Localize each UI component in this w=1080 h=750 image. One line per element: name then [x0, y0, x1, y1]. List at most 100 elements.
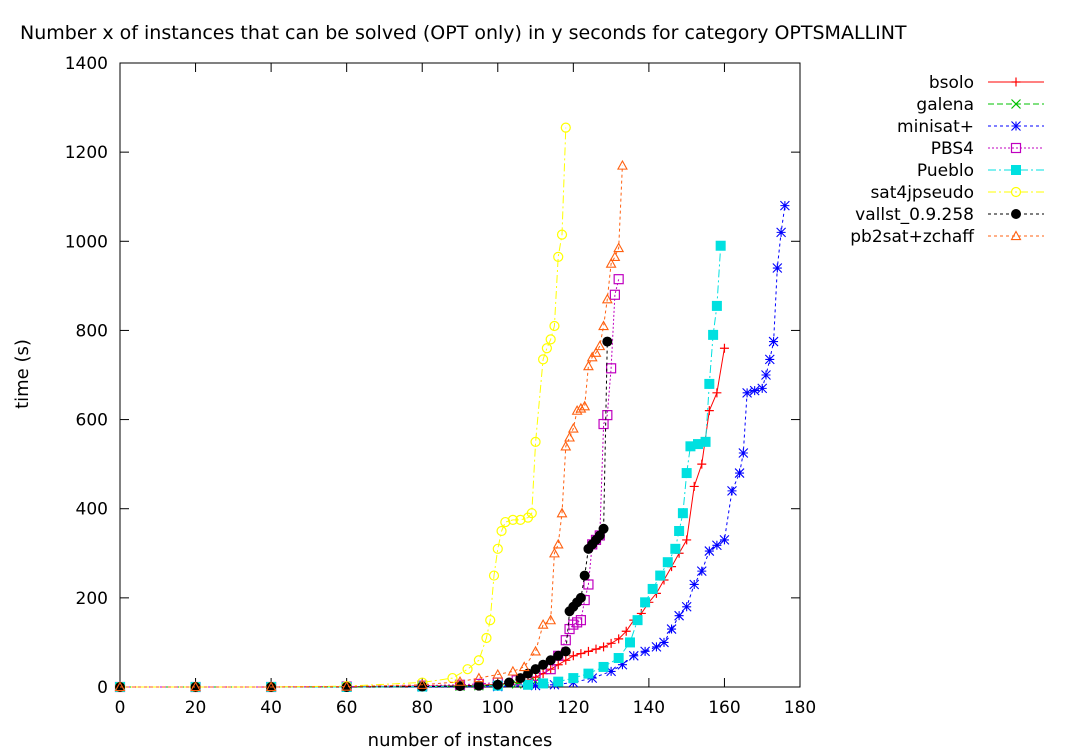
x-tick-label: 60 [336, 698, 358, 718]
data-point [560, 646, 571, 657]
data-point [553, 650, 564, 661]
x-tick-label: 80 [411, 698, 433, 718]
data-point [341, 680, 353, 691]
data-point [515, 514, 526, 525]
data-point [625, 637, 635, 648]
data-point [526, 508, 537, 519]
data-point [485, 615, 496, 626]
data-point [583, 579, 594, 590]
series-line [120, 245, 722, 688]
legend-marker [1011, 209, 1021, 219]
data-point [776, 227, 786, 238]
data-point [530, 645, 541, 656]
x-tick-label: 160 [708, 698, 740, 718]
data-point [598, 523, 609, 534]
data-point [560, 440, 572, 451]
data-point [617, 659, 628, 670]
x-tick-label: 0 [115, 698, 126, 718]
x-tick-label: 120 [557, 698, 589, 718]
data-point [598, 661, 609, 672]
data-point [632, 615, 643, 626]
data-point [738, 448, 749, 458]
data-point [114, 681, 126, 692]
data-point [602, 336, 613, 347]
data-point [560, 635, 571, 646]
series-line [120, 127, 567, 688]
data-point [689, 579, 700, 590]
data-point [613, 242, 625, 253]
data-point [606, 638, 616, 648]
data-point [455, 681, 465, 692]
data-point [567, 422, 579, 433]
data-point [640, 597, 651, 608]
series-pb2sat+zchaff [114, 159, 628, 692]
data-point [594, 340, 606, 351]
legend-label: PBS4 [931, 139, 974, 159]
series-layer [114, 122, 790, 693]
y-axis: 0 200 400 600 800 1000 1200 1400 [65, 54, 800, 698]
data-point [697, 459, 707, 469]
data-point [515, 673, 526, 684]
data-point [628, 650, 639, 661]
data-point [601, 293, 613, 304]
data-point [602, 410, 613, 421]
data-point [583, 360, 594, 371]
data-point [504, 677, 515, 688]
series-line [120, 341, 608, 688]
data-point [599, 642, 609, 652]
data-point [579, 400, 591, 411]
x-tick-label: 180 [784, 698, 816, 718]
data-point [583, 668, 594, 679]
data-point [518, 661, 530, 672]
y-tick-label: 0 [97, 678, 108, 698]
data-point [553, 676, 564, 687]
data-point [670, 543, 681, 554]
data-point [496, 525, 507, 537]
data-point [538, 354, 549, 365]
y-tick-label: 1000 [65, 232, 108, 252]
data-point [651, 641, 662, 652]
data-point [265, 681, 277, 692]
series-line [120, 165, 623, 688]
data-point [556, 507, 568, 518]
data-point [704, 546, 715, 556]
data-point [719, 343, 729, 353]
data-point [545, 655, 556, 666]
data-point [711, 300, 722, 311]
data-point [579, 570, 590, 581]
plot-area [119, 62, 801, 688]
legend-item: bsolo [929, 73, 1044, 93]
legend-marker [1011, 121, 1021, 131]
legend-label: galena [916, 95, 974, 115]
data-point [662, 557, 673, 568]
data-point [492, 668, 504, 679]
data-point [538, 678, 549, 689]
series-line [120, 348, 725, 688]
data-point [742, 387, 752, 398]
data-point [757, 383, 768, 394]
data-point [681, 601, 692, 612]
series-Pueblo [115, 240, 726, 692]
legend-item: sat4jpseudo [870, 183, 1044, 203]
data-point [749, 385, 760, 396]
x-axis-label: number of instances [368, 730, 553, 750]
series-vallst_0.9.258 [115, 336, 613, 692]
data-point [712, 388, 722, 398]
series-bsolo [115, 343, 729, 692]
data-point [609, 251, 621, 262]
data-point [700, 436, 711, 447]
y-tick-label: 800 [76, 321, 108, 341]
data-point [606, 363, 617, 374]
legend-label: sat4jpseudo [870, 183, 974, 203]
y-tick-label: 1400 [65, 54, 108, 74]
x-tick-label: 140 [633, 698, 665, 718]
data-point [560, 122, 571, 133]
data-point [473, 655, 484, 666]
legend-label: minisat+ [897, 117, 974, 137]
data-point [575, 592, 586, 603]
y-tick-label: 400 [76, 500, 108, 520]
data-point [575, 402, 587, 413]
data-point [583, 646, 593, 656]
data-point [598, 320, 609, 331]
